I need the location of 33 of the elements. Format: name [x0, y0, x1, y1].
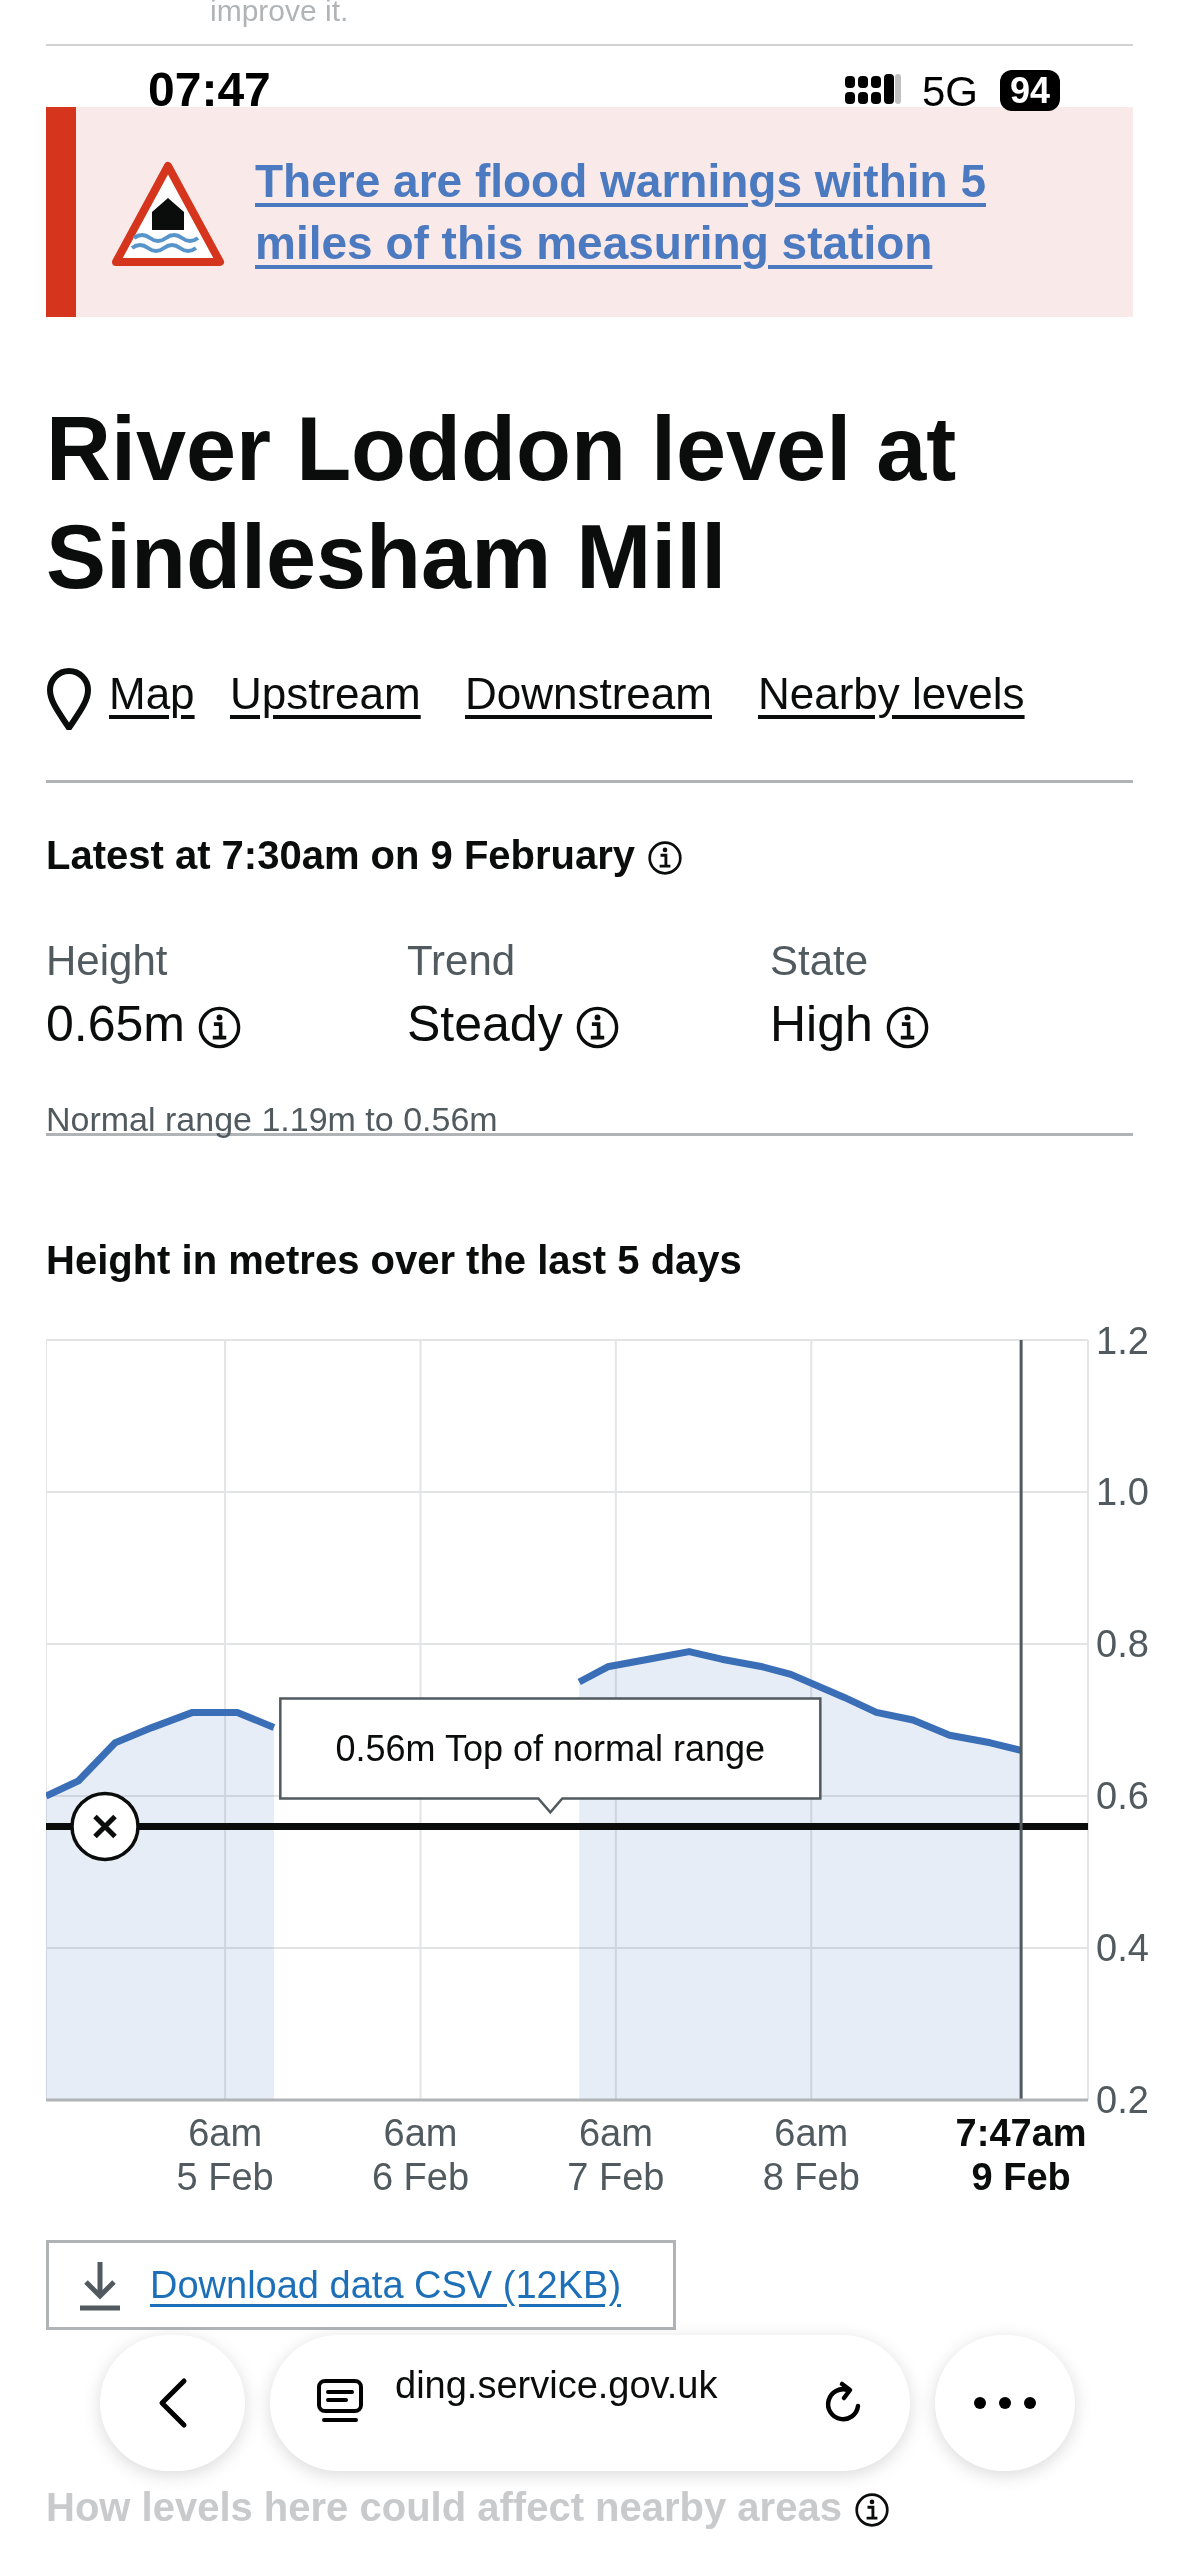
- ref-line-label: 0.56m Top of normal range: [335, 1728, 766, 1770]
- text: Latest at 7:30am on 9 February: [46, 833, 636, 877]
- y-tick-label: 0.2: [1096, 2079, 1149, 2122]
- text: Downstream: [465, 669, 712, 718]
- text: Steady: [407, 996, 563, 1052]
- x-tick-label: 7:47am 9 Feb: [955, 2112, 1087, 2198]
- text: Download data CSV (12KB): [150, 2264, 622, 2306]
- y-tick-label: 0.4: [1096, 1927, 1149, 1970]
- text: Trend: [407, 937, 516, 984]
- text: improve it.: [210, 0, 349, 27]
- text: Normal range 1.19m to 0.56m: [46, 1100, 498, 1138]
- text: Map: [109, 669, 195, 718]
- chart-title: River Loddon level at Sindlesham Mill: [46, 398, 958, 609]
- y-tick-label: 1.2: [1096, 1319, 1149, 1362]
- text: Upstream: [230, 669, 421, 718]
- chart-subtitle: Height in metres over the last 5 days: [46, 1238, 742, 1283]
- text: High: [770, 996, 873, 1052]
- y-tick-label: 0.6: [1096, 1775, 1149, 1818]
- x-tick-label: 6am 6 Feb: [371, 2112, 470, 2198]
- text: ding.service.gov.uk: [395, 2364, 718, 2406]
- text: Height: [46, 937, 168, 984]
- text: State: [770, 937, 869, 984]
- text: 0.65m: [46, 996, 185, 1052]
- text: 5G: [922, 68, 979, 115]
- y-tick-label: 0.8: [1096, 1623, 1149, 1666]
- text: Nearby levels: [758, 669, 1025, 718]
- text: There are flood warnings within 5 miles of this measuring station: [255, 155, 986, 270]
- x-tick-label: 6am 5 Feb: [176, 2112, 274, 2198]
- text: 07:47: [148, 63, 271, 116]
- x-tick-label: 6am 7 Feb: [567, 2112, 665, 2198]
- y-tick-label: 1.0: [1096, 1471, 1149, 1514]
- x-tick-label: 6am 8 Feb: [762, 2112, 860, 2198]
- text: 94: [1000, 70, 1061, 111]
